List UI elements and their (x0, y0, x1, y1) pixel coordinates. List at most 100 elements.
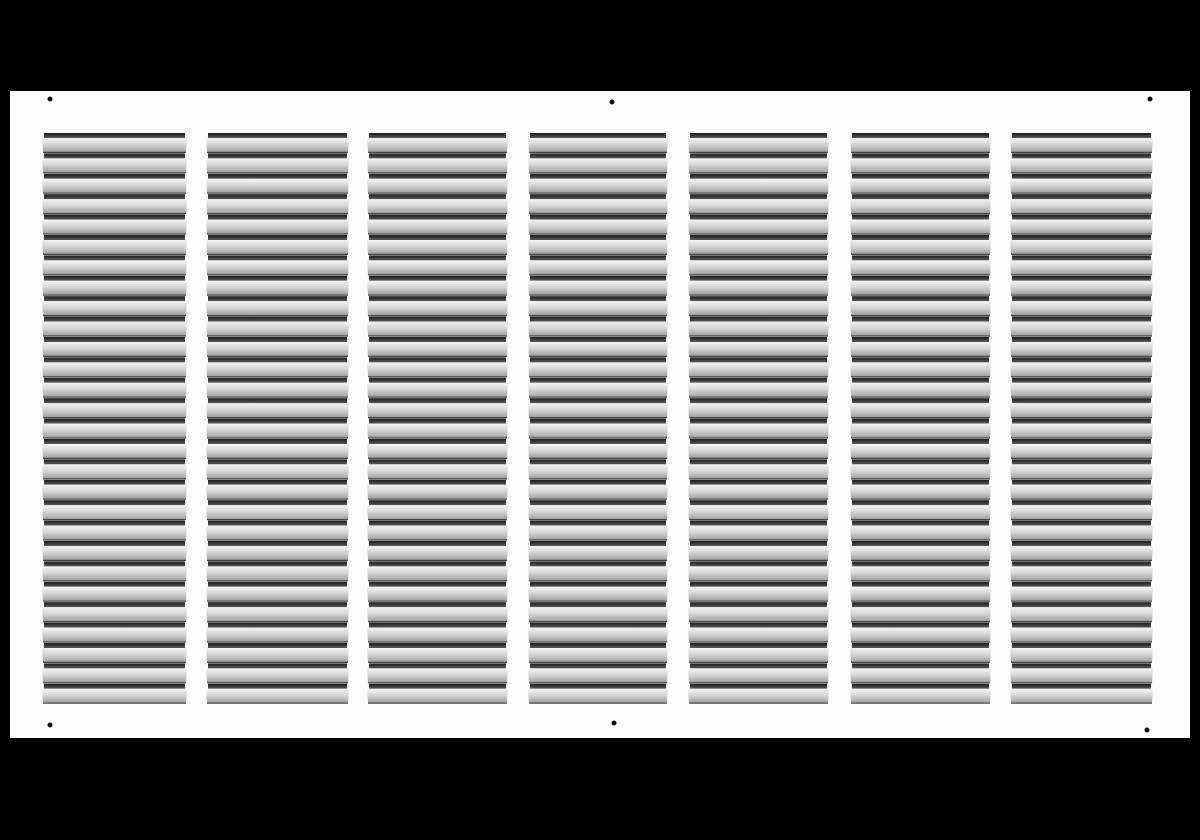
louver-gap (208, 275, 347, 281)
louver-gap (530, 398, 666, 404)
louver-slat (528, 138, 668, 153)
louver-gap (530, 418, 666, 424)
louver-slat (850, 219, 991, 234)
louver-slat (367, 260, 508, 275)
louver-slat (206, 138, 349, 153)
louver-gap (852, 439, 989, 444)
louver-slat (850, 301, 991, 316)
louver-slat (850, 178, 991, 194)
louver-gap (1012, 316, 1151, 322)
louver-gap (530, 275, 666, 281)
louver-gap (44, 418, 185, 424)
louver-column (42, 133, 187, 704)
louver-gap (852, 479, 989, 485)
louver-gap (369, 316, 506, 322)
louver-gap (852, 296, 989, 302)
louver-slat (206, 423, 349, 438)
louver-gap (1012, 439, 1151, 444)
louver-gap (369, 133, 506, 138)
louver-gap (690, 520, 827, 526)
louver-slat (367, 301, 508, 316)
louver-gap (530, 459, 666, 465)
louver-slat (1010, 566, 1153, 581)
louver-gap (690, 173, 827, 179)
louver-gap (44, 439, 185, 444)
louver-gap (1012, 459, 1151, 465)
louver-gap (369, 214, 506, 220)
louver-gap (44, 275, 185, 281)
louver-gap (530, 663, 666, 669)
screw-hole (611, 720, 617, 726)
louver-slat (206, 464, 349, 479)
louver-gap (208, 255, 347, 261)
louver-slat (42, 464, 187, 479)
screw-hole (1147, 96, 1153, 102)
louver-slat (528, 668, 668, 683)
louver-gap (530, 133, 666, 138)
louver-gap (852, 459, 989, 465)
louver-slat (688, 382, 829, 398)
louver-slat (42, 403, 187, 418)
louver-gap (852, 337, 989, 342)
louver-gap (44, 459, 185, 465)
louver-slat (850, 627, 991, 642)
louver-slat (42, 362, 187, 377)
louver-slat (206, 301, 349, 316)
louver-slat (42, 505, 187, 520)
louver-slat (1010, 505, 1153, 520)
louver-slat (206, 260, 349, 275)
louver-gap (208, 439, 347, 444)
louver-gap (369, 377, 506, 383)
louver-slat (367, 525, 508, 540)
louver-slat (367, 586, 508, 602)
louver-gap (530, 622, 666, 628)
louver-gap (1012, 541, 1151, 546)
louver-gap (44, 500, 185, 506)
louver-slat (850, 444, 991, 459)
louver-gap (1012, 479, 1151, 485)
louver-slat (42, 627, 187, 642)
louver-gap (208, 235, 347, 240)
louver-gap (530, 479, 666, 485)
louver-gap (852, 377, 989, 383)
louver-slat (42, 178, 187, 194)
louver-slat (688, 219, 829, 234)
louver-gap (1012, 602, 1151, 608)
louver-slat (1010, 403, 1153, 418)
louver-slat (688, 627, 829, 642)
louver-slat (42, 301, 187, 316)
louver-slat (206, 280, 349, 296)
louver-gap (44, 214, 185, 220)
louver-slat (1010, 158, 1153, 173)
louver-gap (530, 357, 666, 363)
louver-slat (1010, 444, 1153, 459)
louver-gap (1012, 622, 1151, 628)
louver-slat (42, 219, 187, 234)
louver-slat (367, 423, 508, 438)
louver-slat (42, 566, 187, 581)
louver-gap (369, 541, 506, 546)
louver-slat (1010, 423, 1153, 438)
louver-gap (44, 296, 185, 302)
louver-slat (42, 607, 187, 622)
louver-gap (530, 296, 666, 302)
louver-slat (206, 240, 349, 255)
louver-gap (369, 398, 506, 404)
louver-gap (44, 194, 185, 200)
louver-gap (530, 541, 666, 546)
louver-slat (688, 423, 829, 438)
louver-slat (42, 484, 187, 500)
louver-gap (852, 418, 989, 424)
louver-gap (1012, 500, 1151, 506)
louver-gap (690, 275, 827, 281)
louver-slat (850, 423, 991, 438)
louver-gap (530, 316, 666, 322)
louver-slat (206, 688, 349, 704)
louver-gap (44, 357, 185, 363)
louver-gap (852, 561, 989, 567)
louver-slat (850, 280, 991, 296)
louver-gap (690, 581, 827, 587)
louver-slat (850, 688, 991, 704)
louver-gap (690, 377, 827, 383)
louver-slat (367, 199, 508, 214)
